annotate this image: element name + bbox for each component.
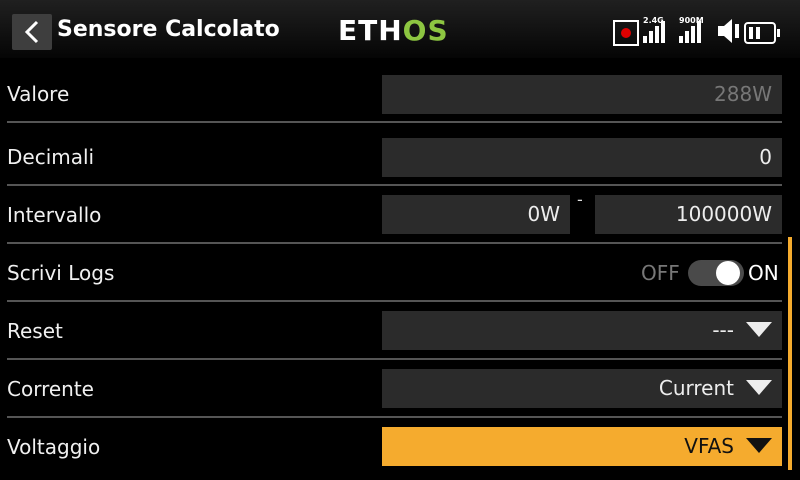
dropdown-arrow-icon [746,322,772,337]
valore-label: Valore [7,82,70,106]
divider [7,184,782,186]
row-intervallo: Intervallo 0W - 100000W [0,186,785,244]
intervallo-max-field[interactable]: 100000W [595,195,782,234]
scrollbar[interactable] [788,237,792,470]
voltaggio-value: VFAS [684,434,734,458]
back-button[interactable] [12,14,52,50]
signal-icon: 2.4G [640,14,670,48]
row-corrente: Corrente Current [0,360,785,418]
valore-field: 288W [382,75,782,114]
ethos-logo: ETHOS [338,14,449,47]
divider [7,242,782,244]
decimali-field[interactable]: 0 [382,138,782,177]
corrente-label: Corrente [7,377,94,401]
signal-icon: 900M [676,14,706,48]
page-title: Sensore Calcolato [57,17,280,42]
battery-icon [744,22,780,44]
record-icon [613,20,639,46]
reset-dropdown[interactable]: --- [382,311,782,350]
signal-900m-label: 900M [679,16,704,25]
back-arrow-icon [24,20,39,44]
signal-2g4-label: 2.4G [643,16,664,25]
corrente-dropdown[interactable]: Current [382,369,782,408]
dropdown-arrow-icon [746,438,772,453]
toggle-knob[interactable] [716,261,740,285]
intervallo-label: Intervallo [7,203,102,227]
row-reset: Reset --- [0,302,785,360]
row-scrivi-logs: Scrivi Logs OFF ON [0,244,785,302]
scrivi-logs-label: Scrivi Logs [7,261,115,285]
corrente-value: Current [658,376,734,400]
divider [7,358,782,360]
voltaggio-label: Voltaggio [7,435,101,459]
row-decimali: Decimali 0 [0,128,785,186]
toggle-on-label: ON [748,261,779,285]
divider [7,121,782,123]
divider [7,416,782,418]
voltaggio-dropdown[interactable]: VFAS [382,427,782,466]
decimali-label: Decimali [7,145,95,169]
speaker-icon [716,14,742,48]
row-valore: Valore 288W [0,65,785,123]
range-separator: - [577,190,583,209]
toggle-off-label: OFF [641,261,680,285]
intervallo-min-field[interactable]: 0W [382,195,570,234]
reset-value: --- [712,318,734,342]
reset-label: Reset [7,319,63,343]
dropdown-arrow-icon [746,380,772,395]
divider [7,300,782,302]
header-bar: Sensore Calcolato ETHOS 2.4G 900M [0,0,800,58]
row-voltaggio: Voltaggio VFAS [0,418,785,476]
